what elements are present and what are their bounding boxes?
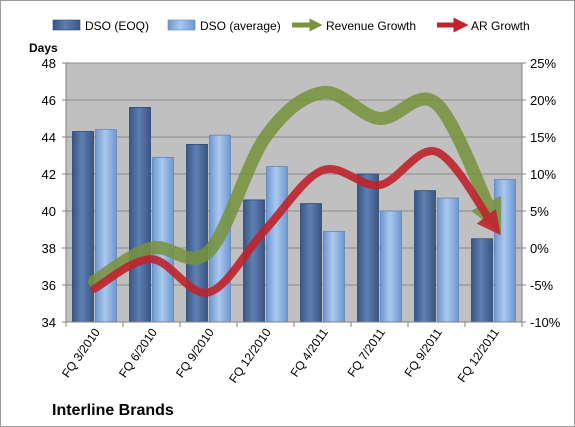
bar-dso-average: [323, 230, 345, 323]
y-tick-label: 38: [42, 241, 56, 256]
x-tick-label: FQ 3/2010: [59, 325, 103, 380]
x-tick-label: FQ 7/2011: [344, 325, 388, 379]
bar-dso-eoq: [300, 203, 322, 323]
y2-tick-label: 15%: [530, 130, 556, 145]
legend-swatch-dso-average: [167, 19, 196, 31]
legend-label-revenue-growth: Revenue Growth: [326, 19, 416, 33]
bar-dso-average: [437, 197, 459, 323]
legend: DSO (EOQ) DSO (average) Revenue Growth A…: [52, 17, 530, 33]
x-axis-ticks: FQ 3/2010 FQ 6/2010 FQ 9/2010 FQ 12/2010 FQ …: [59, 322, 523, 386]
bar-dso-eoq: [357, 173, 379, 323]
y2-tick-label: -5%: [530, 278, 554, 293]
line-ar-growth: [90, 147, 501, 297]
y-tick-label: 48: [42, 56, 56, 71]
bars: [72, 107, 516, 323]
y-tick-label: 34: [42, 315, 56, 330]
bar-dso-average: [95, 129, 117, 323]
bar-dso-eoq: [414, 190, 436, 323]
y-tick-label: 42: [42, 167, 56, 182]
y-tick-label: 40: [42, 204, 56, 219]
x-tick-label: FQ 9/2010: [173, 325, 217, 380]
line-revenue-growth: [88, 86, 502, 288]
bar-dso-eoq: [129, 107, 151, 323]
x-tick-label: FQ 12/2011: [455, 325, 502, 384]
x-tick-label: FQ 9/2011: [401, 325, 445, 379]
chart-title: Interline Brands: [52, 402, 174, 419]
growth-lines: [88, 86, 502, 297]
y2-tick-label: 20%: [530, 93, 556, 108]
x-tick-label: FQ 12/2010: [226, 325, 274, 385]
y2-axis-ticks: -10% -5% 0% 5% 10% 15% 20% 25%: [522, 56, 561, 330]
bar-dso-average: [494, 179, 516, 323]
bar-dso-eoq: [471, 238, 493, 323]
legend-label-ar-growth: AR Growth: [471, 19, 530, 33]
y-tick-label: 44: [42, 130, 56, 145]
y2-tick-label: 25%: [530, 56, 556, 71]
x-tick-label: FQ 4/2011: [287, 325, 331, 379]
legend-label-dso-average: DSO (average): [200, 19, 281, 33]
bar-dso-average: [380, 210, 402, 323]
bar-dso-eoq: [243, 199, 265, 323]
bar-dso-eoq: [72, 131, 94, 323]
x-tick-label: FQ 6/2010: [116, 325, 160, 380]
y2-tick-label: 0%: [530, 241, 549, 256]
y-tick-label: 46: [42, 93, 56, 108]
y-tick-label: 36: [42, 278, 56, 293]
y2-tick-label: -10%: [530, 315, 561, 330]
y-axis-ticks: 34 36 38 40 42 44 46 48: [42, 56, 66, 330]
y2-tick-label: 5%: [530, 204, 549, 219]
y-axis-label: Days: [29, 41, 58, 55]
bar-dso-average: [266, 166, 288, 323]
legend-label-dso-eoq: DSO (EOQ): [85, 19, 149, 33]
bar-dso-average: [152, 156, 174, 323]
legend-swatch-dso-eoq: [52, 19, 81, 31]
y2-tick-label: 10%: [530, 167, 556, 182]
